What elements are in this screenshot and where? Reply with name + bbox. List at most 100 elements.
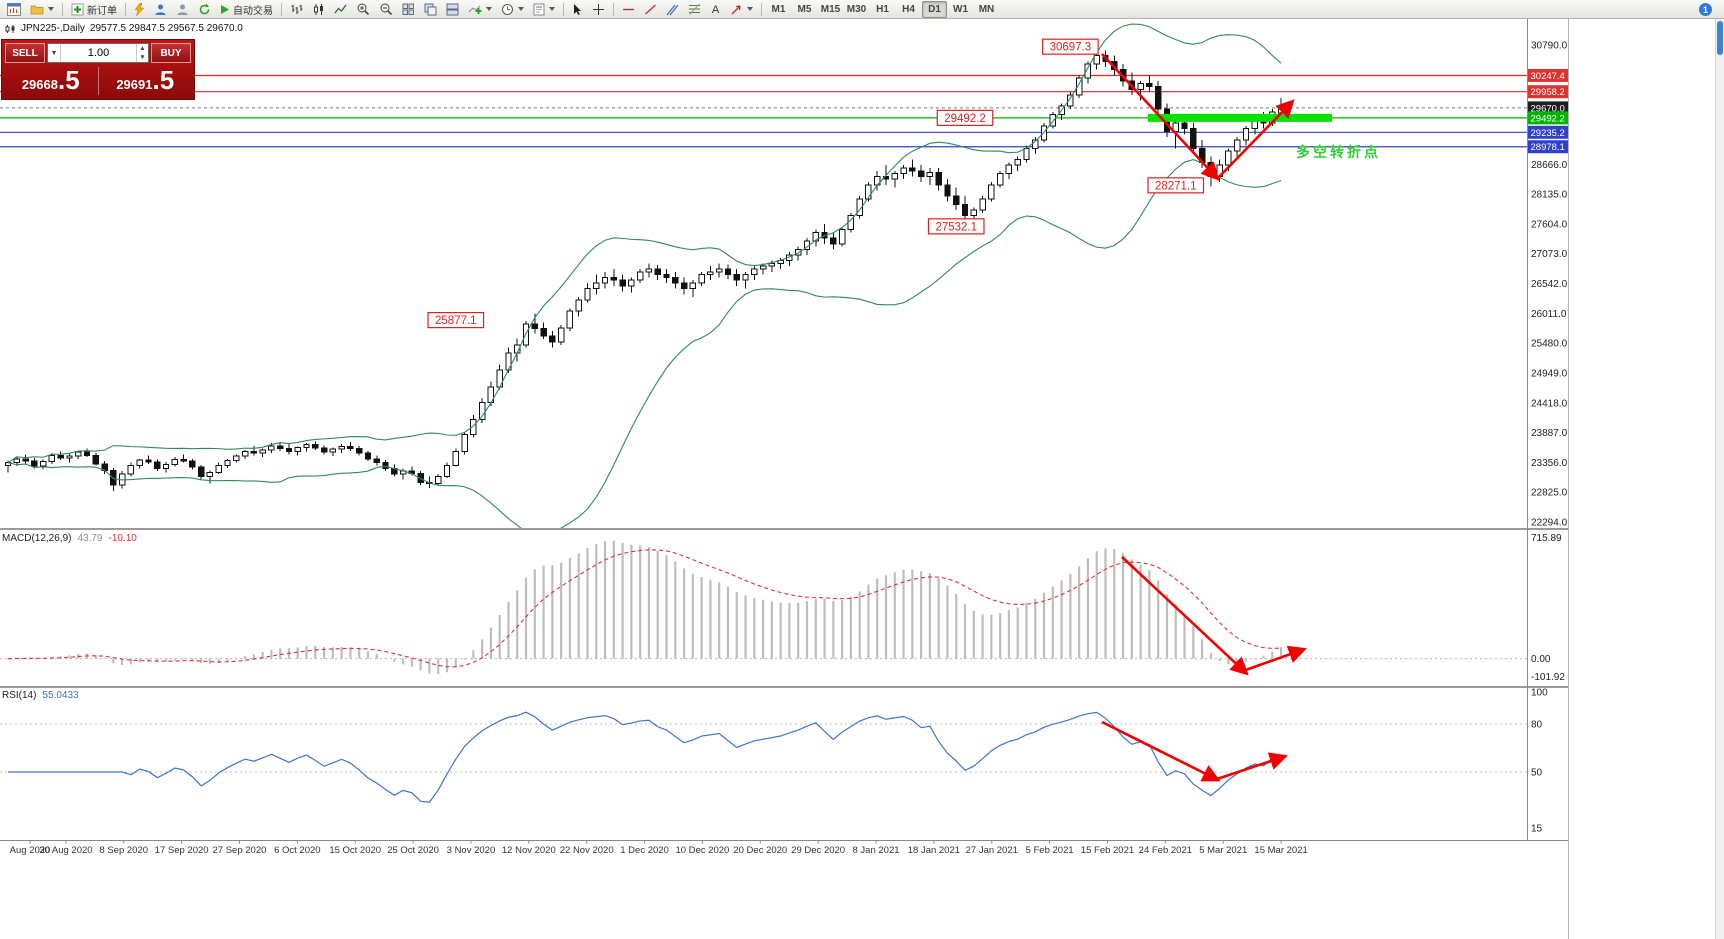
fibonacci-tool-button[interactable] (684, 1, 705, 18)
lightning-icon (134, 2, 145, 16)
line-chart-icon (334, 4, 347, 13)
price-tag-text: 28978.1 (1531, 142, 1565, 153)
trend-arrow[interactable] (1239, 645, 1307, 674)
buy-button[interactable]: BUY (151, 43, 191, 63)
alerts-button[interactable] (130, 1, 149, 18)
macd-name: MACD(12,26,9) (2, 533, 72, 544)
candle-chart-mode-button[interactable] (308, 1, 329, 18)
price-tag-text: 29492.2 (1531, 113, 1565, 124)
price-scale: 30790.0 28666.0 28135.0 27604.0 27073.0 26542… (1528, 41, 1568, 529)
volume-spinner[interactable]: ▲ ▼ (136, 44, 148, 62)
vertical-scrollbar-thumb[interactable] (1717, 21, 1723, 55)
price-annotation-box[interactable] (1042, 38, 1099, 55)
trend-arrow[interactable] (1216, 752, 1288, 781)
new-chart-button[interactable] (3, 1, 25, 18)
text-tool-button[interactable]: A (706, 1, 725, 18)
toolbar-separator (62, 2, 63, 16)
tile-windows-button[interactable] (398, 1, 419, 18)
trend-arrow[interactable] (1216, 99, 1295, 180)
volume-up-icon[interactable]: ▲ (139, 45, 146, 52)
hline-tool-button[interactable] (618, 1, 639, 18)
contacts-button[interactable] (172, 1, 193, 18)
cursor-icon (574, 3, 581, 15)
timeframe-m30[interactable]: M30 (844, 1, 869, 18)
new-chart-icon (7, 2, 21, 16)
volume-dropdown-icon[interactable]: ▼ (48, 44, 61, 62)
price-annotation-box[interactable] (927, 218, 985, 235)
timeframe-h4[interactable]: H4 (896, 1, 921, 18)
buy-price[interactable]: 29691.5 (100, 64, 192, 96)
date-label: 8 Jan 2021 (853, 845, 900, 856)
svg-text:50: 50 (1531, 768, 1543, 779)
text-icon: A (712, 4, 720, 15)
chevron-down-icon (747, 7, 753, 11)
price-annotation-box[interactable] (427, 312, 485, 329)
auto-trading-button[interactable]: 自动交易 (216, 1, 277, 18)
toolbar-separator (613, 2, 614, 16)
sell-button[interactable]: SELL (5, 43, 45, 63)
support-zone-highlight[interactable] (1148, 113, 1332, 122)
template-icon (533, 3, 545, 15)
refresh-button[interactable] (194, 1, 215, 18)
price-annotation-box[interactable] (1147, 177, 1205, 194)
date-label: 22 Nov 2020 (560, 845, 614, 856)
chart-icon (5, 24, 15, 33)
timeframe-m15[interactable]: M15 (818, 1, 843, 18)
volume-field[interactable]: ▼ 1.00 ▲ ▼ (47, 43, 149, 63)
trendline-tool-button[interactable] (640, 1, 661, 18)
cursor-tool-button[interactable] (568, 1, 587, 18)
arrows-tool-button[interactable] (726, 1, 757, 18)
zoom-out-button[interactable] (375, 1, 397, 18)
timeframe-m1[interactable]: M1 (766, 1, 791, 18)
price-annotation-text: 25877.1 (435, 315, 477, 327)
price-tick: 27073.0 (1531, 249, 1568, 260)
sell-price[interactable]: 29668.5 (5, 64, 97, 96)
timeframe-m5[interactable]: M5 (792, 1, 817, 18)
line-chart-mode-button[interactable] (330, 1, 351, 18)
channel-tool-button[interactable] (662, 1, 683, 18)
person-gray-icon (177, 4, 188, 15)
horizontal-lines (0, 74, 1527, 148)
arrange-windows-icon (446, 3, 459, 15)
add-indicator-button[interactable] (464, 1, 496, 18)
timeframe-h1[interactable]: H1 (870, 1, 895, 18)
date-label: 30 Aug 2020 (39, 845, 92, 856)
volume-down-icon[interactable]: ▼ (139, 54, 146, 61)
price-tick: 23356.0 (1531, 458, 1568, 469)
zoom-in-button[interactable] (352, 1, 374, 18)
price-annotation-box[interactable] (936, 109, 994, 126)
date-label: 15 Mar 2021 (1254, 845, 1307, 856)
timeframe-d1[interactable]: D1 (922, 0, 947, 18)
date-label: 27 Sep 2020 (213, 845, 267, 856)
cascade-windows-button[interactable] (420, 1, 441, 18)
periods-button[interactable] (497, 1, 528, 18)
notification-badge[interactable]: 1 (1699, 3, 1712, 16)
timeframe-mn[interactable]: MN (974, 1, 999, 18)
price-tick: 22825.0 (1531, 488, 1568, 499)
arrange-windows-button[interactable] (442, 1, 463, 18)
macd-label: MACD(12,26,9) 43.79 -10.10 (2, 533, 137, 544)
date-label: 15 Oct 2020 (329, 845, 381, 856)
vertical-scrollbar[interactable] (1715, 19, 1724, 939)
timeframe-w1[interactable]: W1 (948, 1, 973, 18)
trend-arrow[interactable] (1101, 720, 1221, 782)
new-order-button[interactable]: 新订单 (67, 1, 121, 18)
macd-histogram (15, 540, 1283, 675)
trend-arrow[interactable] (1101, 53, 1220, 181)
price-tick: 28666.0 (1531, 160, 1568, 171)
svg-text:A: A (712, 4, 720, 15)
candles (4, 50, 1285, 491)
trend-arrow[interactable] (1121, 556, 1249, 676)
volume-value[interactable]: 1.00 (87, 47, 110, 59)
note-text[interactable]: 多空转折点 (1296, 144, 1381, 160)
profiles-button[interactable] (26, 1, 58, 18)
toolbar-separator (125, 2, 126, 16)
crosshair-tool-button[interactable] (588, 1, 609, 18)
community-button[interactable] (150, 1, 171, 18)
bar-chart-mode-button[interactable] (286, 1, 307, 18)
toolbar-separator (281, 2, 282, 16)
rsi-label: RSI(14) 55.0433 (2, 690, 79, 701)
templates-button[interactable] (529, 1, 559, 18)
